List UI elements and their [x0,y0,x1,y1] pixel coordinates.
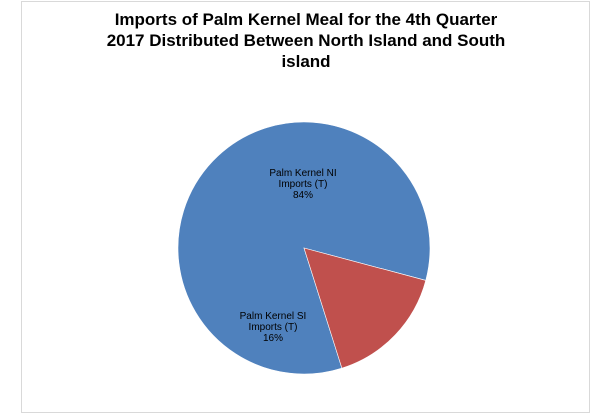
slice-name-label: Imports (T) [279,179,328,190]
pie-labels: Palm Kernel NI Imports (T) 84%Palm Kernel … [240,168,337,344]
pie-slice-2 [303,247,427,369]
chart-title-line-3: island [281,52,331,71]
slice-percent-label: 16% [263,333,283,344]
chart-title-line-2: 2017 Distributed Between North Island an… [106,31,506,50]
slice-name-label: Imports (T) [249,322,298,333]
slice-percent-label: 84% [293,190,313,201]
pie-slices [177,121,431,375]
chart-title-line-1: Imports of Palm Kernel Meal for the 4th … [114,10,498,29]
pie-slice-label-1: Palm Kernel NI Imports (T) 84% [269,168,336,201]
slice-name-label: Palm Kernel NI [269,168,336,179]
pie-slice-label-2: Palm Kernel SI Imports (T) 16% [240,311,307,344]
slice-name-label: Palm Kernel SI [240,311,307,322]
chart-title: Imports of Palm Kernel Meal for the 4th … [0,9,612,72]
